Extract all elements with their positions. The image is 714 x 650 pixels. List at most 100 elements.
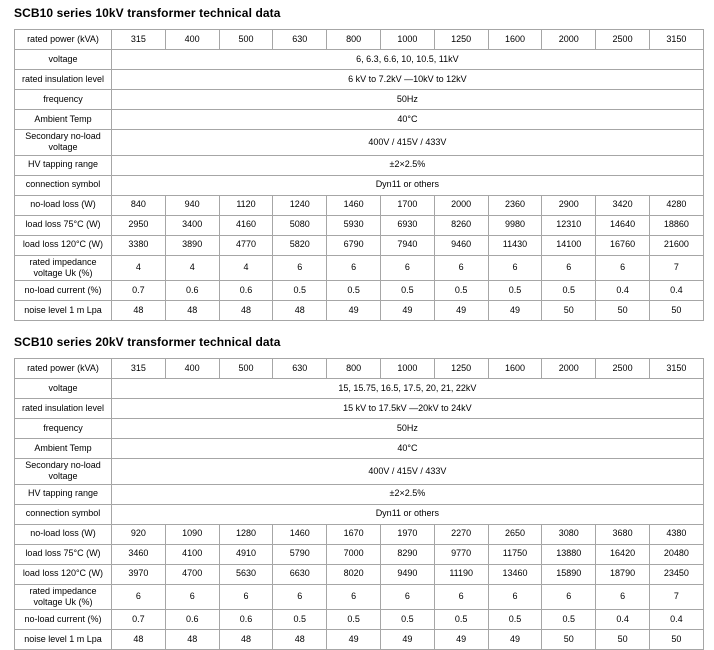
cell-value: 1460 <box>272 523 328 545</box>
cell-value: 6 <box>272 583 328 610</box>
row-span-value: 50Hz <box>111 418 704 439</box>
row-label: load loss 120°C (W) <box>14 563 112 585</box>
cell-value: 2500 <box>595 29 650 50</box>
cell-value: 3420 <box>595 194 650 216</box>
cell-value: 2000 <box>541 29 597 50</box>
cell-value: 1700 <box>379 194 435 216</box>
row-label: no-load loss (W) <box>14 194 112 216</box>
cell-value: 6 <box>164 583 220 610</box>
cell-value: 48 <box>164 629 220 650</box>
cell-value: 920 <box>111 523 166 545</box>
cell-value: 4700 <box>164 563 220 585</box>
row-label: HV tapping range <box>14 154 112 176</box>
cell-value: 0.5 <box>433 280 489 301</box>
row-label: no-load current (%) <box>14 280 112 301</box>
table-row: Ambient Temp 40°C <box>14 109 704 130</box>
table-row: no-load loss (W) 920 1090 1280 1460 1670 1970 2… <box>14 523 704 545</box>
table-row: no-load current (%) 0.7 0.6 0.6 0.5 0.5 0.5 0.5… <box>14 280 704 301</box>
row-span-value: Dyn11 or others <box>111 174 704 196</box>
cell-value: 6 <box>272 254 328 281</box>
cell-value: 49 <box>326 300 381 321</box>
table-row: noise level 1 m Lpa 48 48 48 48 49 49 49 49 50 50 5… <box>14 629 704 650</box>
cell-value: 1250 <box>433 29 489 50</box>
row-label: connection symbol <box>14 174 112 196</box>
cell-value: 0.5 <box>272 609 328 630</box>
cell-value: 1970 <box>379 523 435 545</box>
table-row: load loss 120°C (W) 3970 4700 5630 6630 8020 9… <box>14 563 704 585</box>
cell-value: 2360 <box>487 194 543 216</box>
cell-value: 1460 <box>326 194 381 216</box>
cell-value: 50 <box>541 629 597 650</box>
cell-value: 49 <box>487 629 543 650</box>
cell-value: 3970 <box>111 563 166 585</box>
cell-value: 6930 <box>379 214 435 236</box>
cell-value: 1000 <box>379 358 435 379</box>
table-row: rated insulation level 6 kV to 7.2kV —10k… <box>14 69 704 90</box>
cell-value: 48 <box>111 629 166 650</box>
cell-value: 18790 <box>595 563 650 585</box>
cell-value: 0.4 <box>595 280 650 301</box>
cell-value: 4 <box>111 254 166 281</box>
cell-value: 6 <box>595 583 650 610</box>
cell-value: 23450 <box>648 563 704 585</box>
table-row: no-load current (%) 0.7 0.6 0.6 0.5 0.5 0.5 0.5… <box>14 609 704 630</box>
table-row: Secondary no-load voltage 400V / 415V / 4… <box>14 129 704 156</box>
cell-value: 0.5 <box>541 280 597 301</box>
row-label: rated impedance voltage Uk (%) <box>14 254 112 281</box>
cell-value: 12310 <box>541 214 597 236</box>
cell-value: 3380 <box>111 234 166 256</box>
cell-value: 16420 <box>595 543 650 565</box>
row-label: noise level 1 m Lpa <box>14 629 112 650</box>
table-row: rated power (kVA) 315 400 500 630 800 1000 1250… <box>14 29 704 50</box>
cell-value: 13880 <box>541 543 597 565</box>
cell-value: 48 <box>111 300 166 321</box>
table-row: voltage 15, 15.75, 16.5, 17.5, 20, 21, 22… <box>14 378 704 399</box>
cell-value: 3150 <box>648 358 704 379</box>
cell-value: 8290 <box>379 543 435 565</box>
cell-value: 6 <box>595 254 650 281</box>
row-span-value: 40°C <box>111 438 704 459</box>
cell-value: 800 <box>326 358 381 379</box>
row-label: rated power (kVA) <box>14 358 112 379</box>
cell-value: 48 <box>218 629 274 650</box>
cell-value: 800 <box>326 29 381 50</box>
cell-value: 11430 <box>487 234 543 256</box>
row-label: noise level 1 m Lpa <box>14 300 112 321</box>
cell-value: 49 <box>433 300 489 321</box>
cell-value: 50 <box>595 300 650 321</box>
row-label: HV tapping range <box>14 483 112 505</box>
row-label: frequency <box>14 89 112 110</box>
cell-value: 0.5 <box>326 280 381 301</box>
cell-value: 3400 <box>164 214 220 236</box>
cell-value: 940 <box>164 194 220 216</box>
cell-value: 6790 <box>326 234 381 256</box>
cell-value: 1090 <box>164 523 220 545</box>
row-label: no-load current (%) <box>14 609 112 630</box>
cell-value: 5080 <box>272 214 328 236</box>
cell-value: 49 <box>379 629 435 650</box>
table-title-10kv: SCB10 series 10kV transformer technical … <box>14 6 281 20</box>
row-label: rated power (kVA) <box>14 29 112 50</box>
row-span-value: 50Hz <box>111 89 704 110</box>
technical-data-table-10kv: rated power (kVA) 315 400 500 630 800 1000 1250… <box>14 29 704 321</box>
cell-value: 1000 <box>379 29 435 50</box>
cell-value: 49 <box>487 300 543 321</box>
cell-value: 0.6 <box>218 609 274 630</box>
cell-value: 630 <box>272 358 328 379</box>
table-row: rated impedance voltage Uk (%) 6 6 6 6 6 6 6 6 6 6… <box>14 583 704 610</box>
cell-value: 2000 <box>541 358 597 379</box>
cell-value: 0.4 <box>595 609 650 630</box>
cell-value: 6 <box>541 254 597 281</box>
cell-value: 5630 <box>218 563 274 585</box>
cell-value: 4280 <box>648 194 704 216</box>
cell-value: 14640 <box>595 214 650 236</box>
cell-value: 3460 <box>111 543 166 565</box>
table-row: noise level 1 m Lpa 48 48 48 48 49 49 49 49 50 50 5… <box>14 300 704 321</box>
cell-value: 5790 <box>272 543 328 565</box>
cell-value: 4380 <box>648 523 704 545</box>
table-row: HV tapping range ±2×2.5% <box>14 154 704 176</box>
cell-value: 500 <box>218 29 274 50</box>
cell-value: 14100 <box>541 234 597 256</box>
row-span-value: ±2×2.5% <box>111 154 704 176</box>
